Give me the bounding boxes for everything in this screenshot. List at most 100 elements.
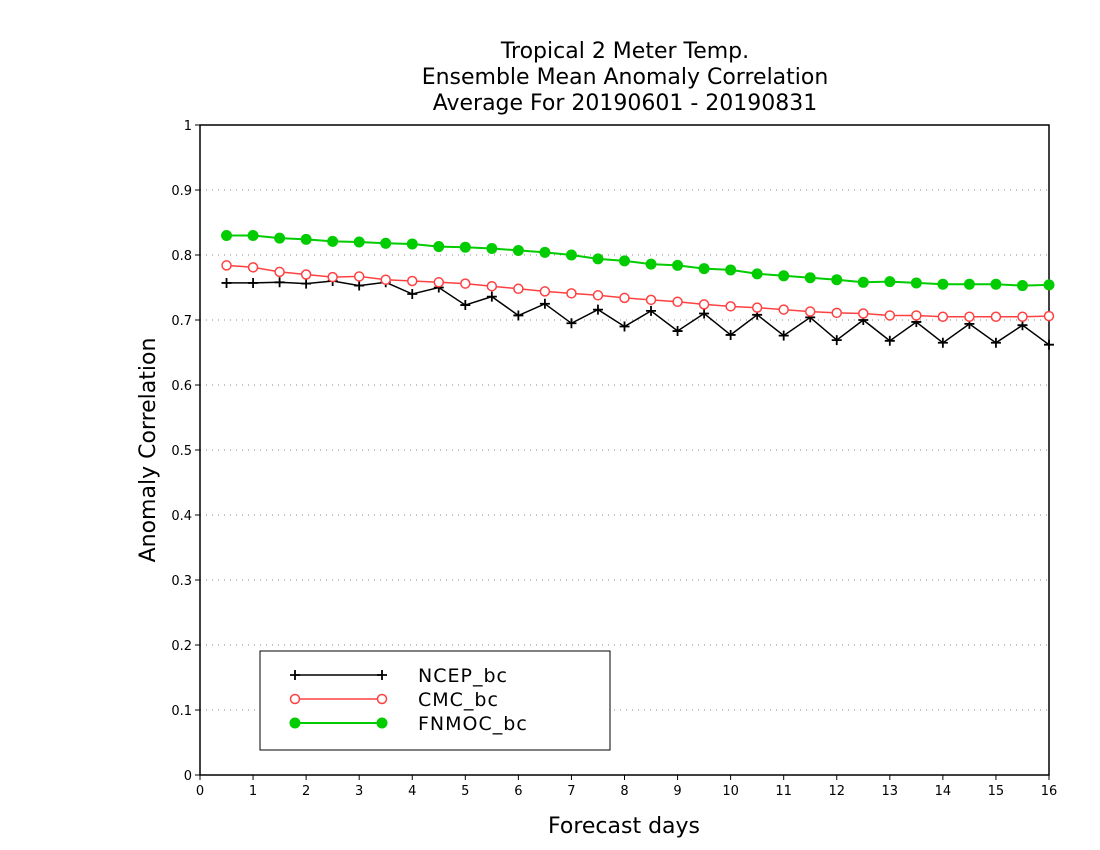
data-point-fnmoc-bc [1016, 280, 1028, 292]
x-tick-label: 4 [408, 784, 416, 799]
data-point-cmc-bc [327, 271, 338, 283]
data-point-fnmoc-bc [937, 278, 949, 290]
legend-item-ncep-bc: NCEP_bc [290, 665, 508, 687]
series-line-fnmoc-bc [226, 234, 1050, 287]
data-point-fnmoc-bc [486, 243, 498, 254]
legend-marker [290, 670, 300, 680]
x-tick-label: 11 [775, 784, 792, 799]
data-point-fnmoc-bc [804, 272, 816, 284]
legend-marker [289, 717, 301, 729]
data-point-fnmoc-bc [725, 264, 737, 276]
plot-frame [199, 124, 1050, 776]
data-point-ncep-bc [725, 329, 736, 340]
title-line-1: Tropical 2 Meter Temp. [500, 39, 749, 64]
data-point-ncep-bc [619, 321, 630, 332]
y-axis-ticks: 0 0.1 0.2 0.3 0.4 0.5 0.6 0.7 0.8 0.9 1 [171, 119, 200, 784]
data-point-cmc-bc [698, 299, 710, 310]
y-tick-label: 0.6 [171, 379, 192, 394]
x-tick-label: 15 [988, 784, 1005, 799]
data-point-ncep-bc [566, 318, 577, 329]
legend-box [259, 650, 611, 751]
y-tick-label: 0.5 [171, 444, 192, 459]
data-point-cmc-bc [990, 311, 1002, 322]
data-point-fnmoc-bc [221, 230, 233, 241]
data-point-fnmoc-bc [274, 232, 286, 244]
data-point-ncep-bc [274, 277, 285, 288]
chart-title: Tropical 2 Meter Temp. Ensemble Mean Ano… [422, 39, 829, 116]
data-point-cmc-bc [460, 278, 471, 289]
y-tick-label: 0.8 [171, 249, 192, 264]
data-point-cmc-bc [831, 307, 842, 319]
x-tick-label: 3 [355, 784, 363, 799]
data-point-ncep-bc [486, 291, 497, 302]
x-tick-label: 5 [461, 784, 469, 799]
data-point-cmc-bc [1043, 310, 1055, 322]
data-point-cmc-bc [937, 311, 949, 322]
data-point-fnmoc-bc [247, 230, 259, 241]
data-point-cmc-bc [725, 301, 736, 312]
data-point-fnmoc-bc [672, 259, 684, 271]
data-point-fnmoc-bc [831, 274, 843, 286]
data-point-cmc-bc [804, 306, 816, 317]
legend-marker [377, 670, 387, 680]
legend-label: CMC_bc [418, 689, 499, 711]
data-point-cmc-bc [247, 262, 259, 273]
data-point-fnmoc-bc [1043, 279, 1055, 291]
y-tick-label: 0.7 [171, 314, 192, 329]
data-point-cmc-bc [300, 269, 312, 280]
data-point-ncep-bc [646, 305, 657, 316]
y-tick-label: 0.2 [171, 639, 192, 654]
x-tick-label: 1 [249, 784, 257, 799]
data-point-fnmoc-bc [459, 241, 471, 253]
series-line-ncep-bc [226, 280, 1050, 346]
data-point-ncep-bc [592, 304, 603, 315]
data-point-cmc-bc [407, 275, 418, 287]
data-point-fnmoc-bc [380, 237, 392, 249]
data-point-ncep-bc [354, 280, 365, 291]
x-tick-label: 8 [620, 784, 628, 799]
data-point-ncep-bc [778, 330, 789, 341]
data-point-cmc-bc [539, 286, 551, 297]
data-point-fnmoc-bc [433, 241, 445, 253]
legend-label: NCEP_bc [418, 665, 508, 687]
legend-marker [376, 693, 388, 705]
data-point-cmc-bc [513, 283, 524, 295]
series-group [221, 230, 1055, 350]
data-point-ncep-bc [699, 308, 710, 319]
data-point-cmc-bc [858, 308, 869, 319]
x-axis-ticks: 0 1 2 3 4 5 6 7 8 9 10 11 12 13 14 15 16 [196, 775, 1057, 799]
data-point-fnmoc-bc [698, 263, 710, 275]
data-point-cmc-bc [751, 302, 763, 313]
data-point-fnmoc-bc [406, 238, 418, 250]
data-point-cmc-bc [486, 280, 498, 292]
x-tick-label: 9 [673, 784, 681, 799]
data-point-fnmoc-bc [778, 270, 790, 282]
data-point-fnmoc-bc [645, 258, 657, 270]
data-point-fnmoc-bc [963, 278, 975, 290]
data-point-cmc-bc [221, 260, 232, 271]
data-point-ncep-bc [831, 335, 842, 346]
y-tick-label: 0.1 [171, 704, 192, 719]
data-point-ncep-bc [248, 277, 259, 288]
data-point-fnmoc-bc [751, 268, 763, 280]
x-tick-label: 12 [828, 784, 845, 799]
data-point-fnmoc-bc [539, 246, 551, 258]
legend-label: FNMOC_bc [418, 713, 528, 735]
x-tick-label: 2 [302, 784, 310, 799]
legend-marker [376, 717, 388, 729]
y-tick-label: 0 [184, 769, 192, 784]
data-point-ncep-bc [221, 277, 232, 288]
data-point-fnmoc-bc [884, 276, 896, 288]
data-point-fnmoc-bc [353, 236, 365, 248]
data-point-cmc-bc [380, 274, 391, 285]
title-line-2: Ensemble Mean Anomaly Correlation [422, 65, 829, 90]
x-tick-label: 10 [722, 784, 739, 799]
x-tick-label: 6 [514, 784, 522, 799]
series-ncep-bc [221, 276, 1054, 350]
data-point-fnmoc-bc [857, 276, 869, 288]
data-point-ncep-bc [539, 298, 550, 309]
data-point-cmc-bc [645, 294, 657, 306]
data-point-ncep-bc [990, 337, 1001, 348]
x-tick-label: 0 [196, 784, 204, 799]
